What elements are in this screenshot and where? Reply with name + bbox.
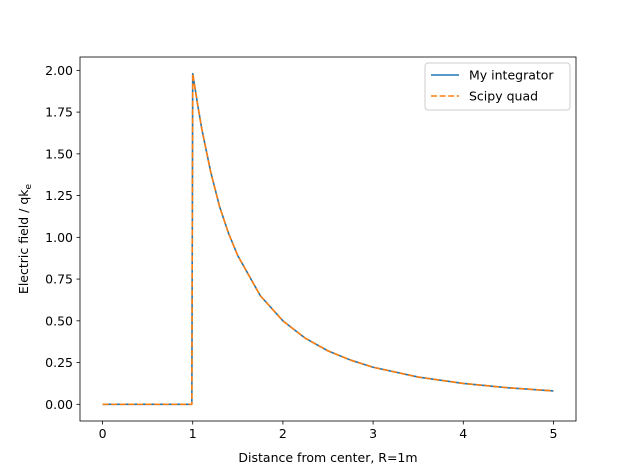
legend: My integrator Scipy quad <box>424 62 571 111</box>
legend-label-1: Scipy quad <box>469 89 538 104</box>
y-tick-label: 0.75 <box>45 272 73 287</box>
legend-label-0: My integrator <box>469 68 554 83</box>
x-tick-label: 4 <box>459 426 467 441</box>
y-tick-label: 1.00 <box>45 230 73 245</box>
y-axis-label: Electric field / qke <box>16 183 34 294</box>
y-tick-label: 1.75 <box>45 105 73 120</box>
y-tick-label: 0.00 <box>45 397 73 412</box>
x-axis-label: Distance from center, R=1m <box>238 450 417 465</box>
y-tick-label: 0.25 <box>45 355 73 370</box>
x-tick-label: 5 <box>549 426 557 441</box>
x-axis-ticks: 0 1 2 3 4 5 <box>99 421 557 441</box>
y-tick-label: 1.25 <box>45 188 73 203</box>
y-tick-label: 1.50 <box>45 146 73 161</box>
y-axis-ticks: 0.00 0.25 0.50 0.75 1.00 1.25 1.50 1.75 2.00 <box>45 63 80 412</box>
series-layer <box>102 72 554 406</box>
y-axis-label-main: Electric field / qk <box>16 189 31 294</box>
x-tick-label: 2 <box>279 426 287 441</box>
y-axis-label-subscript: e <box>24 183 34 189</box>
x-tick-label: 3 <box>369 426 377 441</box>
y-tick-label: 0.50 <box>45 313 73 328</box>
x-tick-label: 1 <box>189 426 197 441</box>
series-line-1 <box>102 72 554 406</box>
axes-frame <box>79 56 577 422</box>
x-tick-label: 0 <box>99 426 107 441</box>
legend-box <box>424 62 571 111</box>
y-tick-label: 2.00 <box>45 63 73 78</box>
